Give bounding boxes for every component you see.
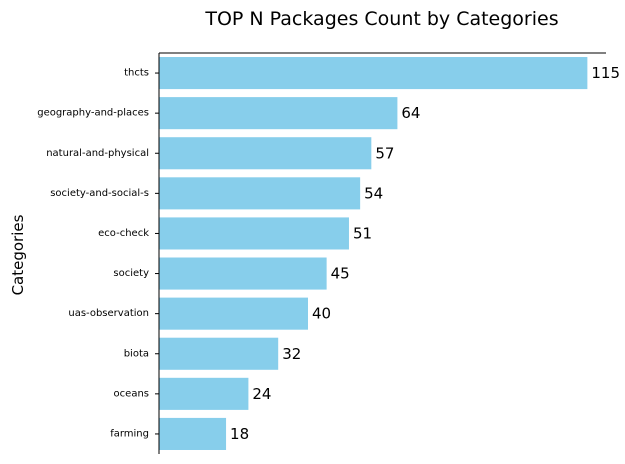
bar-society [159,257,327,290]
y-tick-label: farming [110,428,149,439]
bar-thcts [159,57,588,90]
bar-value-label: 64 [401,104,420,122]
bar-value-label: 51 [353,224,372,242]
y-tick-label: society [113,268,149,279]
bar-value-label: 32 [282,345,301,363]
bar-natural-and-physical [159,137,372,170]
bar-value-label: 24 [252,385,271,403]
bar-value-label: 54 [364,184,383,202]
y-tick-label: thcts [124,68,149,79]
bar-farming [159,417,227,450]
bar-value-label: 40 [312,305,331,323]
bar-value-label: 18 [230,425,249,443]
bar-uas-observation [159,297,308,330]
bar-value-label: 115 [591,64,620,82]
bar-value-label: 45 [331,265,350,283]
bar-geography-and-places [159,97,398,130]
bar-eco-check [159,217,349,250]
y-tick-label: uas-observation [68,308,149,319]
bar-oceans [159,377,249,410]
y-tick-label: society-and-social-s [50,188,149,199]
bar-biota [159,337,279,370]
y-tick-label: geography-and-places [37,108,149,119]
y-tick-label: biota [124,348,149,359]
y-tick-label: eco-check [98,228,149,239]
y-tick-label: natural-and-physical [46,148,149,159]
bar-value-label: 57 [375,144,394,162]
y-tick-label: oceans [114,388,149,399]
plot-area: thcts 115 geography-and-places 64 natural-an… [37,57,620,450]
chart-title: TOP N Packages Count by Categories [204,8,558,30]
y-axis-label: Categories [9,214,27,295]
bar-society-and-social-s [159,177,361,210]
